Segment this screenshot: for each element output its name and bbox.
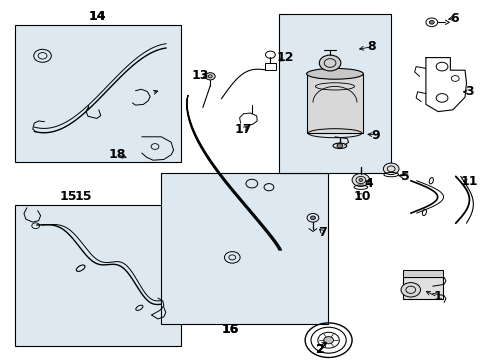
Text: 16: 16 <box>221 323 238 336</box>
Text: 14: 14 <box>89 10 106 23</box>
Text: 18: 18 <box>108 148 126 161</box>
Text: 12: 12 <box>276 51 293 64</box>
Circle shape <box>428 21 433 24</box>
Text: 4: 4 <box>364 177 373 190</box>
Bar <box>306 74 363 133</box>
Circle shape <box>310 216 315 220</box>
Text: 13: 13 <box>191 69 209 82</box>
Circle shape <box>319 55 340 71</box>
Text: 14: 14 <box>89 10 106 23</box>
Bar <box>15 205 181 346</box>
Bar <box>278 14 390 173</box>
Circle shape <box>351 174 369 186</box>
Text: 11: 11 <box>460 175 477 188</box>
Circle shape <box>400 283 420 297</box>
Bar <box>161 173 327 324</box>
Text: 15: 15 <box>60 190 77 203</box>
Bar <box>403 277 442 299</box>
Bar <box>403 270 442 277</box>
Text: 16: 16 <box>221 323 238 336</box>
Ellipse shape <box>306 68 363 79</box>
Text: 5: 5 <box>400 170 408 183</box>
Circle shape <box>358 179 362 181</box>
Text: 17: 17 <box>234 123 251 136</box>
Text: 15: 15 <box>74 190 92 203</box>
Circle shape <box>336 144 342 148</box>
Circle shape <box>323 337 333 344</box>
Text: 9: 9 <box>370 129 379 141</box>
Circle shape <box>383 163 398 175</box>
Text: 8: 8 <box>366 40 375 53</box>
Bar <box>15 25 181 162</box>
Text: 6: 6 <box>449 12 458 24</box>
Text: 10: 10 <box>352 190 370 203</box>
Circle shape <box>205 73 215 80</box>
Text: 7: 7 <box>318 226 326 239</box>
Bar <box>264 63 276 70</box>
Text: 2: 2 <box>315 343 324 356</box>
Text: 3: 3 <box>464 85 473 98</box>
Text: 2: 2 <box>315 343 324 356</box>
Text: 1: 1 <box>432 291 441 303</box>
